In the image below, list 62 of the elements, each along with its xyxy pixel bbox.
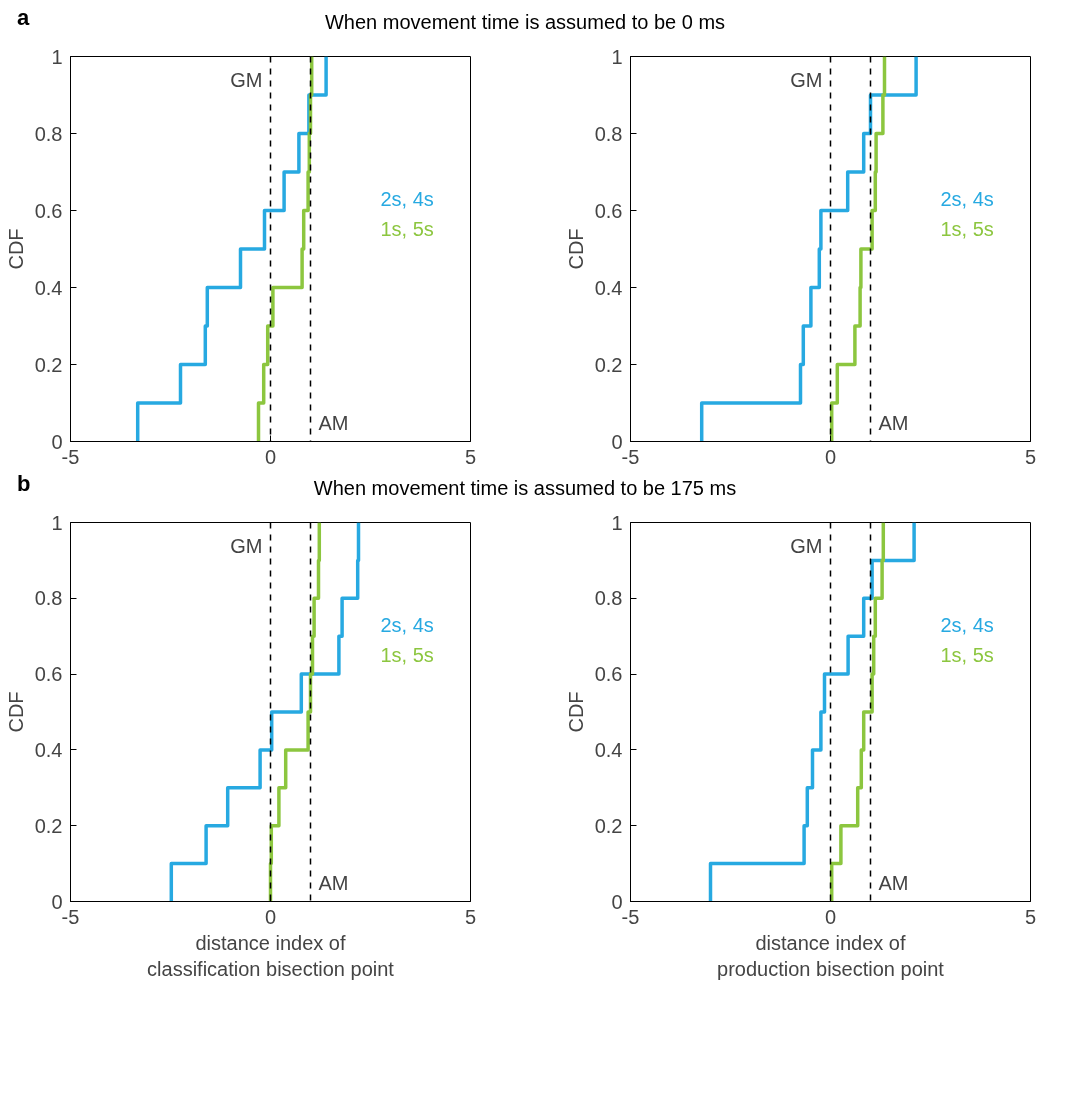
ref-line-label: AM — [878, 871, 909, 894]
y-tick-label: 0.2 — [594, 353, 623, 376]
y-axis-title: CDF — [4, 228, 27, 270]
ref-line-label: GM — [790, 534, 823, 557]
x-tick-label: 5 — [464, 445, 477, 468]
y-tick-label: 0.6 — [594, 199, 623, 222]
x-tick-label: -5 — [61, 445, 80, 468]
text: 2s, 4s — [380, 188, 434, 211]
y-tick-label: 0 — [611, 430, 623, 453]
x-tick-label: 5 — [464, 905, 477, 928]
series-label: 2s, 4s — [380, 614, 434, 637]
y-tick-label: 0.6 — [34, 663, 63, 686]
ref-line-label: GM — [790, 68, 823, 91]
ref-line-label: GM — [230, 534, 263, 557]
y-tick-label: 0.8 — [594, 122, 623, 145]
ref-line-label: AM — [878, 411, 909, 434]
x-tick-label: -5 — [61, 905, 80, 928]
y-tick-label: 0 — [51, 430, 63, 453]
ref-line-label: GM — [230, 68, 263, 91]
y-tick-label: 1 — [51, 511, 63, 534]
x-axis-title: distance index of production bisection point — [717, 931, 945, 980]
y-axis-title: CDF — [564, 691, 587, 733]
text: When movement time is assumed to be 175 ms — [313, 477, 737, 499]
text: 1s, 5s — [380, 218, 434, 241]
ref-line-label: AM — [318, 411, 349, 434]
text: a — [17, 5, 30, 31]
y-tick-label: 0.6 — [594, 663, 623, 686]
y-tick-label: 0.8 — [594, 587, 623, 610]
y-tick-label: 0 — [51, 890, 63, 913]
y-tick-label: 0.2 — [594, 814, 623, 837]
text: b — [17, 471, 31, 497]
y-tick-label: 0.4 — [594, 738, 623, 761]
ref-line-label: AM — [318, 871, 349, 894]
y-tick-label: 0.4 — [34, 738, 63, 761]
y-tick-label: 0.4 — [594, 276, 623, 299]
y-tick-label: 0.4 — [34, 276, 63, 299]
text: 2s, 4s — [940, 614, 994, 637]
text: 2s, 4s — [940, 188, 994, 211]
x-tick-label: 0 — [264, 445, 277, 468]
x-tick-label: 5 — [1024, 905, 1037, 928]
y-tick-label: 0.8 — [34, 587, 63, 610]
text: When movement time is assumed to be 0 ms — [324, 11, 726, 33]
y-tick-label: 0 — [611, 890, 623, 913]
x-axis-title: distance index of classification bisection point — [147, 931, 395, 980]
text: 1s, 5s — [380, 644, 434, 667]
y-tick-label: 0.6 — [34, 199, 63, 222]
text: 1s, 5s — [940, 644, 994, 667]
x-tick-label: 0 — [824, 905, 837, 928]
y-tick-label: 0.2 — [34, 814, 63, 837]
y-tick-label: 1 — [611, 511, 623, 534]
y-tick-label: 0.8 — [34, 122, 63, 145]
x-tick-label: 0 — [824, 445, 837, 468]
x-tick-label: -5 — [621, 445, 640, 468]
y-tick-label: 1 — [611, 45, 623, 68]
x-tick-label: -5 — [621, 905, 640, 928]
y-axis-title: CDF — [564, 228, 587, 270]
y-tick-label: 0.2 — [34, 353, 63, 376]
y-axis-title: CDF — [4, 691, 27, 733]
x-tick-label: 0 — [264, 905, 277, 928]
text: 1s, 5s — [940, 218, 994, 241]
y-tick-label: 1 — [51, 45, 63, 68]
x-tick-label: 5 — [1024, 445, 1037, 468]
